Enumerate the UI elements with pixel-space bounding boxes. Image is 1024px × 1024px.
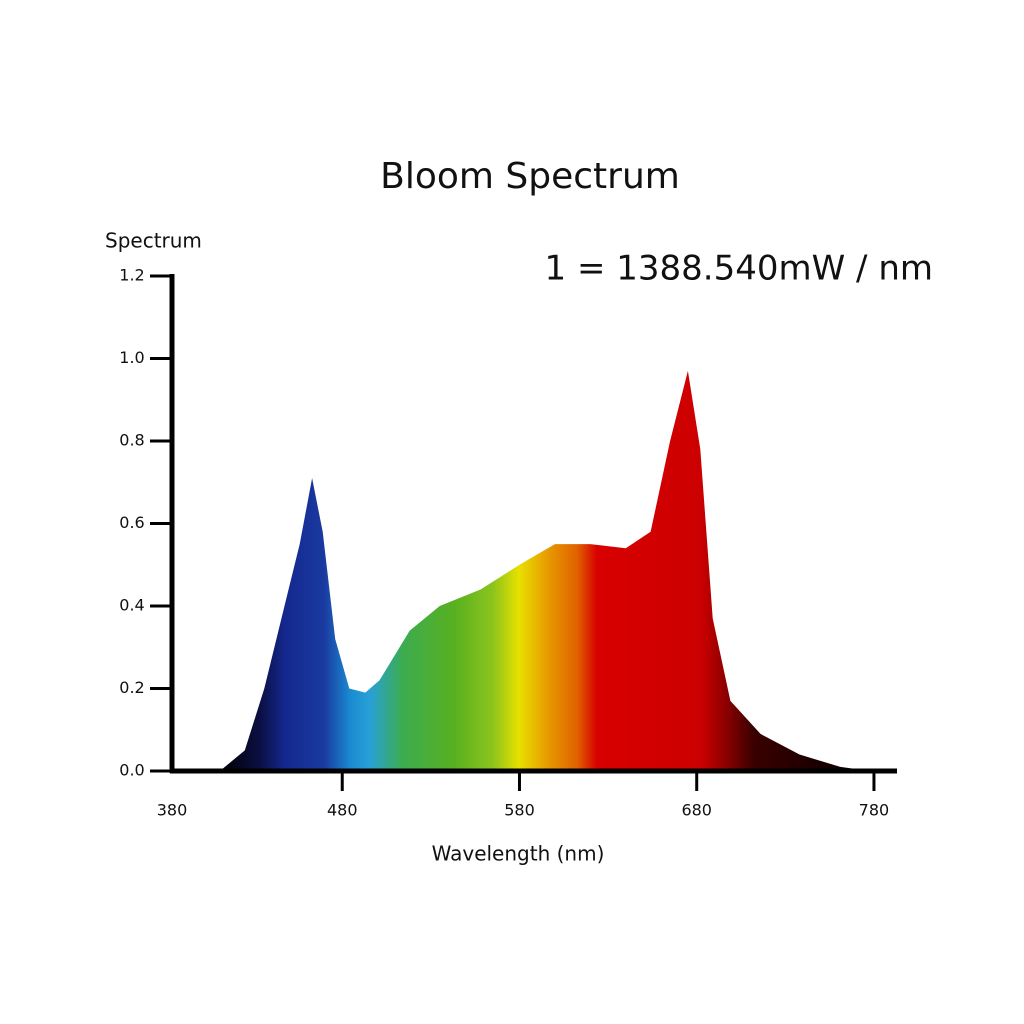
y-tick-label: 0.0: [119, 761, 144, 780]
chart-title: Bloom Spectrum: [380, 156, 680, 197]
annotation: 1 = 1388.540mW / nm: [545, 249, 933, 289]
y-tick-label: 1.0: [119, 348, 144, 367]
y-tick-label: 0.6: [119, 513, 144, 532]
y-tick-label: 0.8: [119, 431, 144, 450]
x-tick-label: 580: [504, 801, 535, 820]
x-tick-label: 380: [157, 801, 188, 820]
x-tick-label: 680: [681, 801, 712, 820]
x-axis-label: Wavelength (nm): [432, 842, 605, 866]
spectrum-area: [191, 370, 871, 771]
y-tick-label: 1.2: [119, 266, 144, 285]
y-tick-label: 0.2: [119, 678, 144, 697]
x-tick-label: 780: [859, 801, 890, 820]
y-axis-label: Spectrum: [105, 229, 202, 253]
x-tick-label: 480: [327, 801, 358, 820]
y-tick-label: 0.4: [119, 596, 144, 615]
